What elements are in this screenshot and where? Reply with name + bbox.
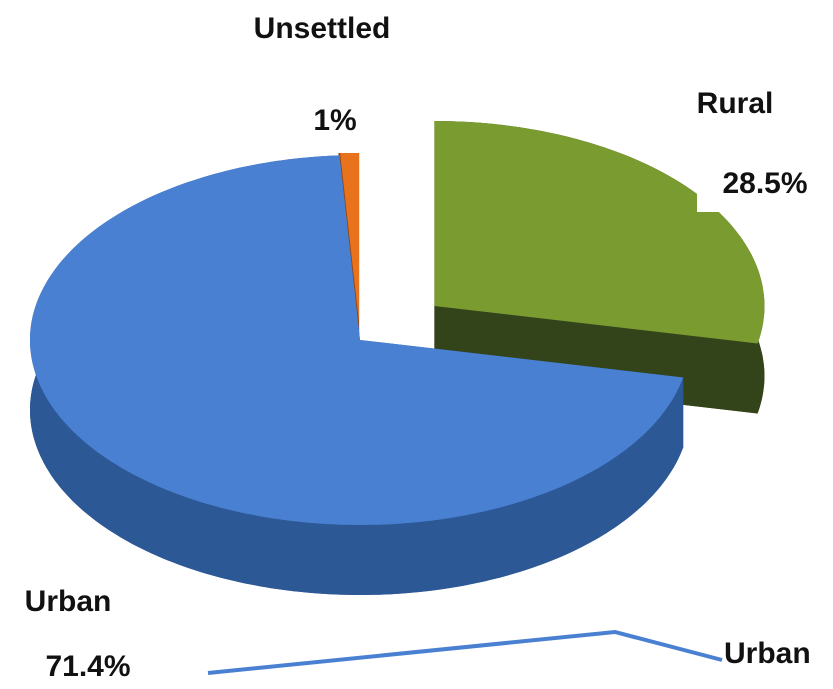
slice-top (434, 121, 765, 344)
category-label: Urban (25, 585, 112, 618)
label-backdrop (300, 95, 400, 153)
slice-top (338, 138, 360, 324)
pie (30, 121, 765, 595)
leader-line (207, 629, 723, 675)
category-label: Rural (697, 87, 774, 120)
slice (30, 155, 684, 595)
label-backdrop (697, 152, 833, 212)
slice-top (30, 155, 684, 525)
category-label: Unsettled (254, 12, 391, 45)
value-label: 1% (313, 104, 356, 137)
category-label-clipped: Urban (724, 637, 811, 670)
slice (434, 121, 765, 414)
value-label: 28.5% (722, 167, 807, 200)
value-label: 71.4% (45, 650, 130, 683)
labels: Rural 28.5% Urban 71.4% Unsettled 1% Urban (25, 12, 833, 683)
